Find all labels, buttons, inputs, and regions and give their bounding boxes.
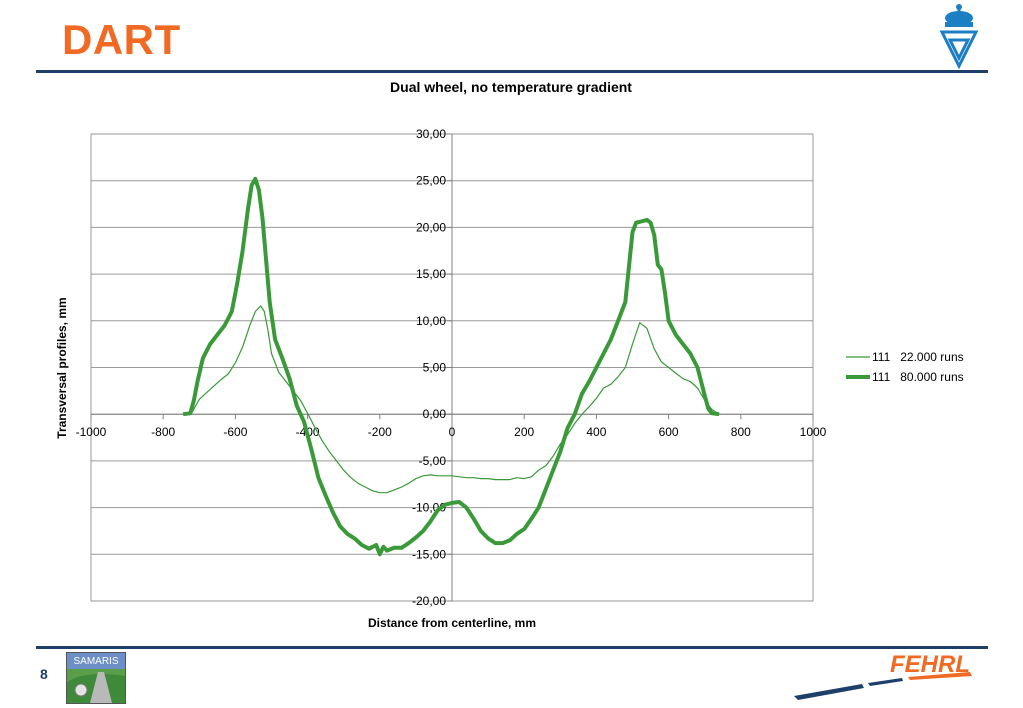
y-tick-label: 30,00 bbox=[416, 127, 446, 141]
legend-label-2: 111 80.000 runs bbox=[872, 370, 964, 384]
x-tick-label: -1000 bbox=[76, 425, 107, 439]
y-tick-label: 0,00 bbox=[423, 407, 447, 421]
x-tick-label: -800 bbox=[151, 425, 175, 439]
y-axis-label: Transversal profiles, mm bbox=[55, 297, 69, 438]
footer-rule bbox=[36, 646, 988, 649]
y-tick-label: -5,00 bbox=[419, 454, 447, 468]
x-tick-label: 0 bbox=[449, 425, 456, 439]
y-tick-label: 20,00 bbox=[416, 220, 446, 234]
samaris-label: SAMARIS bbox=[73, 656, 118, 667]
x-tick-label: 1000 bbox=[800, 425, 827, 439]
x-tick-label: 800 bbox=[731, 425, 751, 439]
series-group bbox=[182, 176, 720, 557]
x-tick-label: 200 bbox=[514, 425, 534, 439]
series-line-2 bbox=[182, 176, 720, 557]
axes bbox=[90, 133, 814, 602]
x-tick-label: 400 bbox=[586, 425, 606, 439]
header-rule bbox=[36, 70, 988, 73]
inner-triangle-shape bbox=[947, 38, 971, 62]
x-tick-label: 600 bbox=[659, 425, 679, 439]
y-tick-label: 5,00 bbox=[423, 361, 447, 375]
y-tick-label: 15,00 bbox=[416, 267, 446, 281]
x-tick-labels: -1000 -800 -600 -400 -200 0 200 400 600 800 1000 bbox=[76, 425, 827, 439]
legend-label-1: 111 22.000 runs bbox=[872, 350, 964, 364]
x-tick-label: -600 bbox=[223, 425, 247, 439]
samaris-logo: SAMARIS bbox=[66, 652, 126, 704]
triangle-shape bbox=[939, 30, 979, 70]
legend: 111 22.000 runs 111 80.000 runs bbox=[846, 350, 964, 384]
series-line-1 bbox=[182, 305, 720, 494]
slide-title: DART bbox=[62, 16, 181, 63]
y-tick-label: 25,00 bbox=[416, 174, 446, 188]
chart-title: Dual wheel, no temperature gradient bbox=[390, 79, 632, 95]
y-tick-label: -20,00 bbox=[412, 594, 446, 608]
fehrl-logo: FEHRL bbox=[794, 651, 972, 700]
crest-logo bbox=[939, 4, 979, 70]
x-tick-label: -200 bbox=[368, 425, 392, 439]
y-tick-label: -15,00 bbox=[412, 547, 446, 561]
fehrl-label: FEHRL bbox=[890, 651, 970, 678]
x-axis-label: Distance from centerline, mm bbox=[368, 616, 536, 630]
y-tick-label: 10,00 bbox=[416, 314, 446, 328]
page-number: 8 bbox=[40, 666, 48, 682]
